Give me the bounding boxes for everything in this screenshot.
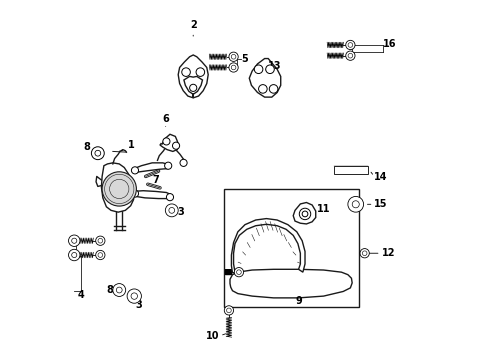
Circle shape	[113, 284, 126, 296]
Circle shape	[102, 172, 136, 206]
Text: 16: 16	[383, 39, 396, 49]
Circle shape	[165, 204, 178, 217]
Circle shape	[92, 147, 104, 159]
Circle shape	[107, 177, 131, 201]
Text: 5: 5	[242, 54, 248, 64]
Text: 9: 9	[295, 296, 302, 306]
Circle shape	[346, 51, 355, 60]
Circle shape	[167, 194, 173, 201]
Circle shape	[96, 250, 105, 260]
Circle shape	[346, 40, 355, 50]
Bar	[334, 166, 368, 174]
Polygon shape	[231, 219, 305, 273]
Circle shape	[229, 63, 238, 72]
Text: 14: 14	[374, 172, 388, 182]
Circle shape	[182, 68, 190, 76]
Text: 13: 13	[268, 61, 282, 71]
Circle shape	[348, 197, 364, 212]
Polygon shape	[293, 203, 316, 224]
Circle shape	[180, 159, 187, 166]
Circle shape	[299, 208, 311, 220]
Polygon shape	[230, 269, 352, 298]
Circle shape	[234, 267, 244, 277]
Circle shape	[259, 85, 267, 93]
Circle shape	[270, 85, 278, 93]
Polygon shape	[132, 163, 170, 172]
Circle shape	[254, 65, 263, 73]
Circle shape	[229, 52, 238, 62]
Text: 6: 6	[162, 113, 169, 126]
Text: 12: 12	[381, 248, 395, 258]
Circle shape	[224, 306, 234, 315]
Circle shape	[127, 289, 142, 303]
Circle shape	[163, 138, 170, 145]
Polygon shape	[101, 163, 134, 212]
Polygon shape	[131, 191, 172, 199]
Polygon shape	[178, 55, 208, 98]
Circle shape	[196, 68, 205, 76]
Polygon shape	[160, 134, 179, 152]
Polygon shape	[249, 59, 281, 97]
Circle shape	[172, 142, 180, 149]
Text: 10: 10	[206, 332, 220, 342]
Circle shape	[131, 190, 139, 197]
Circle shape	[113, 183, 126, 195]
Bar	[223, 189, 359, 307]
Circle shape	[131, 167, 139, 174]
Circle shape	[96, 236, 105, 246]
Text: 11: 11	[317, 204, 330, 214]
Text: 3: 3	[135, 300, 142, 310]
Text: 3: 3	[177, 207, 184, 217]
Circle shape	[69, 235, 80, 247]
Circle shape	[266, 65, 274, 73]
Circle shape	[69, 249, 80, 261]
Text: 4: 4	[78, 290, 85, 300]
Text: 1: 1	[122, 140, 135, 151]
Text: 7: 7	[152, 175, 159, 185]
Text: 15: 15	[374, 199, 388, 209]
Text: 8: 8	[84, 142, 96, 152]
Circle shape	[190, 84, 197, 91]
Text: 8: 8	[107, 285, 114, 295]
Circle shape	[302, 211, 308, 217]
Circle shape	[360, 249, 369, 258]
Text: 2: 2	[190, 19, 196, 36]
Circle shape	[165, 162, 172, 169]
